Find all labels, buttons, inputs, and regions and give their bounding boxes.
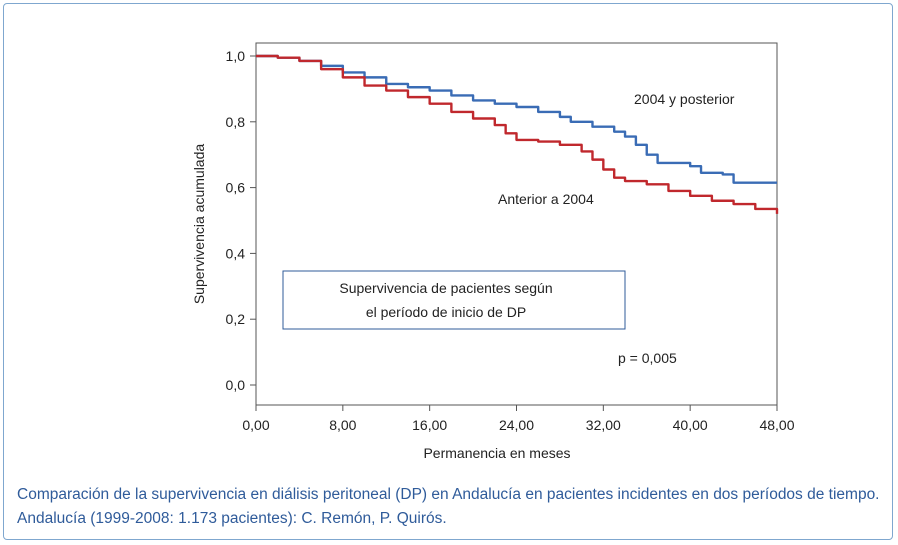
legend-label-2004-posterior: 2004 y posterior [634,91,735,107]
y-tick-label: 1,0 [226,48,246,64]
x-tick-label: 0,00 [242,417,269,433]
survival-chart: 0,00 8,00 16,00 24,00 32,00 40,00 48,00 0,0 0,2… [191,42,795,461]
caption-line-2: Andalucía (1999-2008: 1.173 pacientes): … [17,510,447,527]
series-line-2004-posterior [256,54,777,184]
y-tick-label: 0,2 [226,311,246,327]
legend-label-anterior-2004: Anterior a 2004 [498,191,594,207]
x-tick-label: 24,00 [499,417,534,433]
x-tick-label: 32,00 [586,417,621,433]
annotation-box-line1: Supervivencia de pacientes según [339,280,552,296]
x-tick-label: 16,00 [412,417,447,433]
figure-frame [3,3,893,540]
caption-line-1: Comparación de la supervivencia en diáli… [17,486,880,503]
x-tick-label: 48,00 [759,417,794,433]
y-tick-label: 0,0 [226,377,246,393]
x-axis-ticks: 0,00 8,00 16,00 24,00 32,00 40,00 48,00 [242,405,795,433]
y-axis-ticks: 0,0 0,2 0,4 0,6 0,8 1,0 [226,48,256,393]
x-tick-label: 8,00 [329,417,356,433]
y-tick-label: 0,4 [226,245,246,261]
figure-caption: Comparación de la supervivencia en diáli… [17,483,887,531]
y-tick-label: 0,6 [226,180,246,196]
series-line-anterior-2004 [256,54,779,214]
y-axis-label: Supervivencia acumulada [191,144,207,305]
series-lines [256,54,779,214]
y-tick-label: 0,8 [226,114,246,130]
x-tick-label: 40,00 [673,417,708,433]
p-value: p = 0,005 [618,350,677,366]
annotation-box-line2: el período de inicio de DP [366,304,526,320]
annotation-box [282,270,626,330]
x-axis-label: Permanencia en meses [423,445,570,461]
